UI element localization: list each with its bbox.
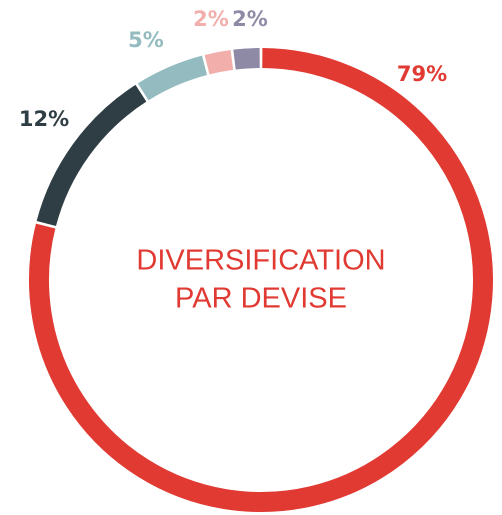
value-label: 2%: [232, 7, 268, 31]
donut-segment: [137, 55, 208, 101]
value-label: 5%: [128, 28, 164, 52]
chart-title-line: PAR DEVISE: [175, 283, 347, 315]
donut-segment: [233, 48, 260, 70]
value-label: 2%: [193, 7, 229, 31]
donut-segment: [36, 84, 147, 227]
donut-segment: [29, 48, 493, 512]
donut-segment: [204, 50, 234, 75]
chart-title-line: DIVERSIFICATION: [136, 245, 385, 277]
value-label: 79%: [397, 62, 447, 86]
value-label: 12%: [19, 107, 69, 131]
